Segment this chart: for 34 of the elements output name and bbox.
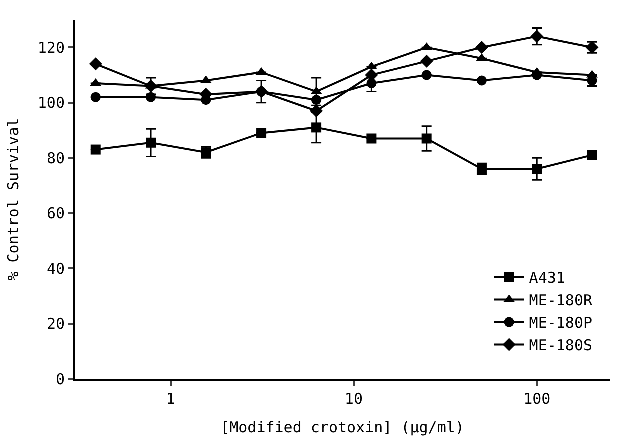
point xyxy=(146,92,156,102)
point xyxy=(532,164,542,174)
point xyxy=(89,58,102,71)
point xyxy=(256,128,267,138)
x-tick-label: 1 xyxy=(166,390,176,408)
legend-label: ME-180R xyxy=(529,292,594,310)
legend-label: ME-180S xyxy=(529,336,593,355)
y-tick-label: 80 xyxy=(46,149,65,168)
point xyxy=(422,70,432,80)
legend-label: ME-180P xyxy=(529,314,593,332)
point xyxy=(90,144,101,155)
y-axis-title: % Control Survival xyxy=(4,118,23,281)
point xyxy=(532,70,542,80)
y-tick-label: 0 xyxy=(56,370,65,388)
point xyxy=(475,41,488,54)
legend-label: A431 xyxy=(529,269,566,288)
x-tick-label: 10 xyxy=(344,390,363,408)
point xyxy=(366,134,377,144)
y-tick-label: 40 xyxy=(46,260,65,278)
point xyxy=(90,92,101,102)
y-tick-label: 120 xyxy=(38,38,65,57)
point xyxy=(312,122,322,133)
x-tick-label: 100 xyxy=(524,390,551,408)
point xyxy=(146,138,156,148)
y-tick-label: 60 xyxy=(46,204,65,223)
point xyxy=(310,104,324,118)
point xyxy=(420,54,434,68)
point xyxy=(476,76,487,86)
point xyxy=(422,134,432,144)
x-axis-title: [Modified crotoxin] (μg/ml) xyxy=(220,418,464,436)
point xyxy=(587,150,598,160)
point xyxy=(312,95,322,106)
y-tick-label: 20 xyxy=(46,315,65,334)
y-tick-label: 100 xyxy=(38,94,65,112)
